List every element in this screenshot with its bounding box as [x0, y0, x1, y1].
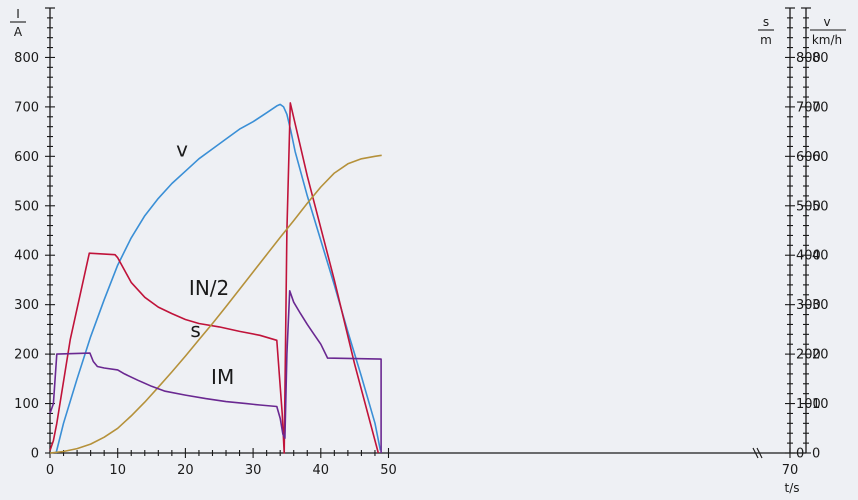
- right-axis-s-unit-denominator: m: [760, 33, 772, 47]
- series-label-2: s: [190, 318, 200, 342]
- series-line-1: [49, 102, 380, 454]
- tick-label-x: 30: [245, 463, 262, 478]
- right-axis-s-unit: s m: [758, 15, 774, 47]
- tick-label-s: 100: [796, 397, 821, 412]
- right-axis-v-unit-denominator: km/h: [812, 33, 842, 47]
- tick-label-left: 200: [14, 348, 39, 363]
- tick-label-s: 0: [796, 447, 804, 462]
- series-lines: [49, 102, 382, 454]
- series-label-3: IM: [211, 365, 234, 389]
- series-label-0: v: [176, 137, 188, 161]
- tick-label-s: 200: [796, 348, 821, 363]
- tick-label-v: 70: [812, 100, 829, 115]
- tick-label-v: 50: [812, 199, 829, 214]
- tick-label-v: 20: [812, 348, 829, 363]
- tick-label-s: 500: [796, 199, 821, 214]
- tick-label-x: 70: [782, 463, 799, 478]
- tick-label-left: 700: [14, 100, 39, 115]
- tick-label-x: 50: [380, 463, 397, 478]
- tick-label-left: 400: [14, 249, 39, 264]
- series-label-1: IN/2: [189, 276, 229, 300]
- series-labels: v IN/2 s IM: [176, 137, 234, 388]
- tick-label-x: 0: [46, 463, 54, 478]
- tick-label-s: 600: [796, 150, 821, 165]
- series-line-2: [49, 154, 382, 454]
- left-axis-unit: I A: [10, 7, 26, 39]
- tick-label-s: 300: [796, 298, 821, 313]
- right-axis-s-unit-numerator: s: [763, 15, 769, 29]
- tick-label-v: 60: [812, 150, 829, 165]
- tick-label-left: 100: [14, 397, 39, 412]
- tick-label-s: 400: [796, 249, 821, 264]
- tick-label-v: 10: [812, 397, 829, 412]
- tick-marks: [45, 7, 811, 458]
- left-axis-unit-denominator: A: [14, 25, 23, 39]
- tick-label-x: 10: [109, 463, 126, 478]
- tick-label-left: 600: [14, 150, 39, 165]
- tick-labels: 0100200300400500600700800010020030040050…: [14, 51, 828, 478]
- series-line-3: [49, 290, 382, 453]
- x-axis-break-icon: [752, 447, 763, 459]
- tick-label-s: 800: [796, 51, 821, 66]
- tick-label-v: 30: [812, 298, 829, 313]
- tick-label-x: 40: [313, 463, 330, 478]
- right-axis-v-unit: v km/h: [810, 15, 846, 47]
- tick-label-v: 0: [812, 447, 820, 462]
- right-axis-v-unit-numerator: v: [823, 15, 830, 29]
- tick-label-v: 80: [812, 51, 829, 66]
- tick-label-v: 40: [812, 249, 829, 264]
- tick-label-s: 700: [796, 100, 821, 115]
- tick-label-left: 0: [31, 447, 39, 462]
- tick-label-left: 500: [14, 199, 39, 214]
- tick-label-left: 300: [14, 298, 39, 313]
- left-axis-unit-numerator: I: [16, 7, 20, 21]
- tick-label-x: 20: [177, 463, 194, 478]
- tick-label-left: 800: [14, 51, 39, 66]
- series-line-0: [55, 103, 382, 454]
- x-axis-unit: t/s: [785, 481, 800, 495]
